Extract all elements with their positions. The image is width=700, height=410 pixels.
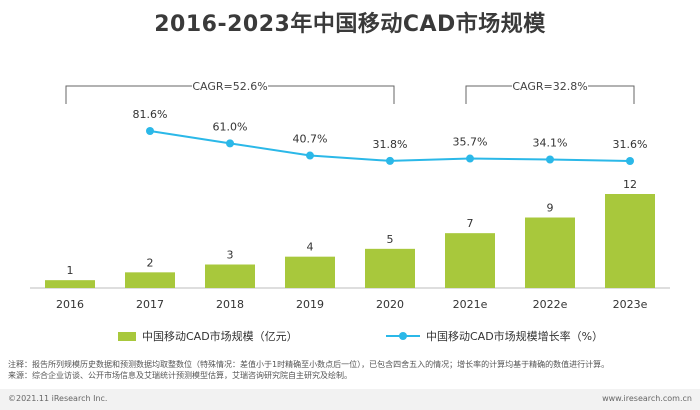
source-line: 来源：综合企业访谈、公开市场信息及艾瑞统计预测模型估算，艾瑞咨询研究院自主研究及… (8, 371, 352, 380)
bar (285, 256, 335, 288)
growth-point (146, 127, 154, 135)
growth-point (226, 139, 234, 148)
bar-value-label: 12 (623, 178, 637, 191)
growth-value-label: 40.7% (293, 133, 328, 146)
website: www.iresearch.com.cn (602, 394, 692, 403)
note-line: 注释：报告所列规模历史数据和预测数据均取整数位（特殊情况：差值小于1时精确至小数… (8, 360, 610, 369)
growth-value-label: 81.6% (133, 108, 168, 121)
legend-line-swatch (386, 331, 420, 341)
legend-bar-swatch (118, 331, 136, 341)
bar-value-label: 2 (147, 256, 154, 269)
bar (365, 248, 415, 288)
notes: 注释：报告所列规模历史数据和预测数据均取整数位（特殊情况：差值小于1时精确至小数… (8, 359, 698, 381)
bar-value-label: 9 (547, 202, 554, 215)
chart-svg: 1 2016 2 2017 3 2018 4 2019 5 2020 7 2021e 9 2022e 12 2… (30, 78, 670, 311)
x-tick-label: 2017 (136, 298, 164, 311)
growth-point (466, 154, 474, 163)
growth-value-label: 31.6% (613, 138, 648, 151)
bar-value-label: 1 (67, 264, 74, 277)
bar (125, 272, 175, 288)
chart-title: 2016-2023年中国移动CAD市场规模 (154, 12, 546, 37)
bar (525, 217, 575, 288)
x-tick-label: 2022e (533, 298, 568, 311)
cagr-label: CAGR=52.6% (192, 80, 267, 93)
bar-value-label: 4 (307, 241, 314, 254)
x-tick-label: 2019 (296, 298, 324, 311)
bar (45, 280, 95, 288)
legend-item-line: 中国移动CAD市场规模增长率（%） (386, 328, 603, 344)
copyright: ©2021.11 iResearch Inc. (8, 394, 108, 403)
x-tick-label: 2018 (216, 298, 244, 311)
x-tick-label: 2016 (56, 298, 84, 311)
legend-item-bar: 中国移动CAD市场规模（亿元） (118, 328, 298, 344)
legend: 中国移动CAD市场规模（亿元） 中国移动CAD市场规模增长率（%） (0, 328, 700, 348)
growth-value-label: 34.1% (533, 137, 568, 150)
growth-point (386, 156, 394, 165)
legend-label-bar: 中国移动CAD市场规模（亿元） (142, 330, 298, 343)
growth-value-label: 35.7% (453, 136, 488, 149)
bar (605, 194, 655, 288)
cagr-label-bg (512, 78, 588, 94)
growth-value-label: 31.8% (373, 138, 408, 151)
x-tick-label: 2020 (376, 298, 404, 311)
cagr-label: CAGR=32.8% (512, 80, 587, 93)
legend-label-line: 中国移动CAD市场规模增长率（%） (426, 330, 604, 343)
growth-point (546, 155, 554, 164)
growth-point (306, 151, 314, 160)
growth-point (626, 157, 634, 165)
bar (445, 233, 495, 288)
footer: ©2021.11 iResearch Inc. www.iresearch.co… (0, 389, 700, 410)
bar-value-label: 7 (467, 217, 474, 230)
bar (205, 264, 255, 288)
cagr-label-bg (192, 78, 268, 94)
growth-value-label: 61.0% (213, 120, 248, 133)
bar-value-label: 3 (227, 249, 234, 262)
x-tick-label: 2021e (453, 298, 488, 311)
x-tick-label: 2023e (613, 298, 648, 311)
bar-value-label: 5 (387, 233, 394, 246)
